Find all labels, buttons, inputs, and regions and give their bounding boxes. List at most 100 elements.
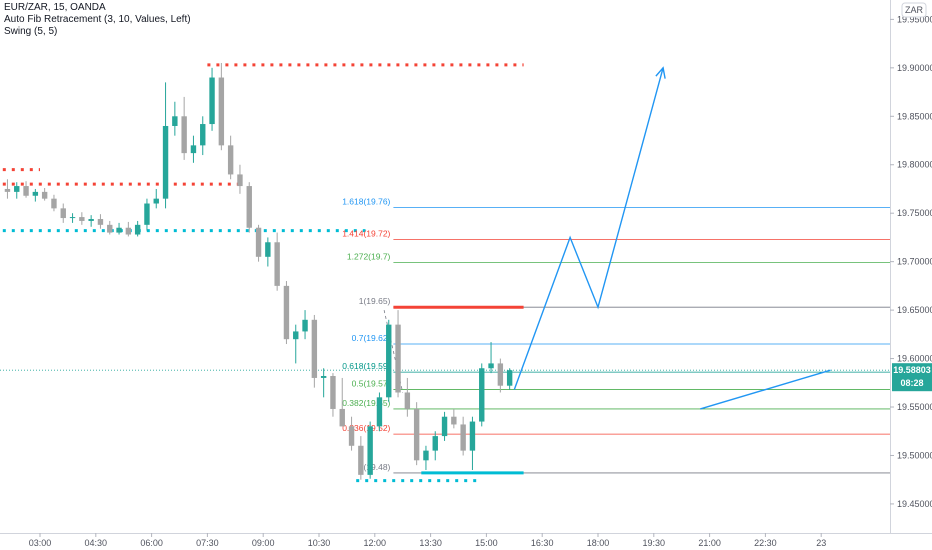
currency-badge-box <box>901 2 927 18</box>
candle-body[interactable] <box>153 198 159 204</box>
candle-body[interactable] <box>181 116 187 154</box>
candle-body[interactable] <box>413 408 420 461</box>
candle-body[interactable] <box>320 376 327 378</box>
fib-level-label: 1(19.65) <box>359 296 391 306</box>
candle-body[interactable] <box>265 242 271 257</box>
candle-body[interactable] <box>255 227 262 257</box>
candle-body[interactable] <box>302 319 308 332</box>
x-tick-label: 16:30 <box>531 538 554 548</box>
x-tick-label: 03:00 <box>29 538 52 548</box>
candle-body[interactable] <box>376 397 383 427</box>
candle-body[interactable] <box>41 191 48 199</box>
candle-body[interactable] <box>237 174 243 187</box>
candle-body[interactable] <box>79 217 85 221</box>
x-tick-label: 22:30 <box>754 538 777 548</box>
x-tick-label: 10:30 <box>308 538 331 548</box>
candle-body[interactable] <box>339 408 345 427</box>
candle-body[interactable] <box>311 319 318 378</box>
x-tick-label: 15:00 <box>475 538 498 548</box>
candle-body[interactable] <box>60 208 66 219</box>
candle-body[interactable] <box>506 370 513 386</box>
y-tick-label: 19.85000 <box>897 111 932 121</box>
candle-body[interactable] <box>460 424 466 451</box>
y-tick-label: 19.65000 <box>897 305 932 315</box>
x-tick-label: 18:00 <box>587 538 610 548</box>
candle-body[interactable] <box>107 224 113 233</box>
symbol-label[interactable]: EUR/ZAR, 15, OANDA <box>4 2 106 13</box>
fib-level-label: 0.236(19.52) <box>342 423 390 433</box>
candle-body[interactable] <box>51 198 57 209</box>
fib-level-label: 0.382(19.55) <box>342 398 390 408</box>
candle-body[interactable] <box>125 227 132 235</box>
last-price-badge-box <box>892 363 932 392</box>
candle-body[interactable] <box>218 77 225 146</box>
fib-level-label: 0.7(19.62) <box>352 333 391 343</box>
y-tick-label: 19.90000 <box>897 63 932 73</box>
y-tick-label: 19.80000 <box>897 160 932 170</box>
candle-body[interactable] <box>4 188 11 192</box>
indicator-fib-label[interactable]: Auto Fib Retracement (3, 10, Values, Lef… <box>4 14 191 25</box>
last-price-value: 19.58803 <box>893 365 931 375</box>
projection-trend-line[interactable] <box>700 369 831 410</box>
y-tick-label: 19.95000 <box>897 14 932 24</box>
candle-body[interactable] <box>274 242 280 286</box>
chart-legend: EUR/ZAR, 15, OANDA Auto Fib Retracement … <box>4 2 191 38</box>
candle-body[interactable] <box>386 324 392 398</box>
candle-body[interactable] <box>190 145 197 154</box>
y-tick-label: 19.50000 <box>897 450 932 460</box>
candle-body[interactable] <box>488 363 494 369</box>
currency-badge[interactable]: ZAR <box>901 2 927 18</box>
x-tick-label: 19:30 <box>643 538 666 548</box>
x-tick-label: 09:00 <box>252 538 275 548</box>
candle-body[interactable] <box>423 450 429 461</box>
y-tick-label: 19.75000 <box>897 208 932 218</box>
candle-body[interactable] <box>293 331 299 340</box>
fib-connector-line <box>383 310 404 393</box>
candle-body[interactable] <box>348 426 355 446</box>
bar-countdown: 08:28 <box>900 378 923 388</box>
candle-body[interactable] <box>367 426 373 475</box>
currency-badge-label: ZAR <box>905 5 924 15</box>
candle-body[interactable] <box>14 186 20 192</box>
y-tick-label: 19.55000 <box>897 402 932 412</box>
candle-body[interactable] <box>330 376 336 409</box>
fib-level-label: 0(19.48) <box>359 462 391 472</box>
y-tick-label: 19.45000 <box>897 499 932 509</box>
candle-body[interactable] <box>97 219 104 225</box>
candle-body[interactable] <box>144 203 150 225</box>
x-tick-label: 13:30 <box>419 538 442 548</box>
candle-body[interactable] <box>441 416 448 437</box>
candle-body[interactable] <box>162 125 169 199</box>
candle-body[interactable] <box>469 421 476 451</box>
candle-body[interactable] <box>23 186 29 196</box>
candle-body[interactable] <box>134 224 141 235</box>
candle-body[interactable] <box>200 124 206 146</box>
candle-body[interactable] <box>404 392 411 409</box>
y-tick-label: 19.60000 <box>897 354 932 364</box>
candle-body[interactable] <box>432 436 438 451</box>
candle-body[interactable] <box>172 116 178 126</box>
projection-arrowhead <box>655 66 666 79</box>
candle-body[interactable] <box>451 416 457 425</box>
candle-body[interactable] <box>88 219 94 221</box>
candle-body[interactable] <box>246 186 252 228</box>
fib-level-label: 0.618(19.59) <box>342 361 390 371</box>
fib-level-label: 1.618(19.76) <box>342 196 390 206</box>
candle-body[interactable] <box>497 363 504 386</box>
projection-path[interactable] <box>513 67 664 390</box>
candle-body[interactable] <box>116 227 122 233</box>
candle-body[interactable] <box>32 191 39 196</box>
candle-body[interactable] <box>395 324 401 393</box>
candle-body[interactable] <box>283 285 290 340</box>
price-axis[interactable] <box>890 0 932 550</box>
candle-body[interactable] <box>227 145 234 175</box>
fib-level-label: 0.5(19.57) <box>352 379 391 389</box>
candle-body[interactable] <box>358 445 364 475</box>
candle-body[interactable] <box>209 77 215 125</box>
indicator-swing-label[interactable]: Swing (5, 5) <box>4 26 58 37</box>
candle-body[interactable] <box>479 368 485 422</box>
x-tick-label: 07:30 <box>196 538 219 548</box>
candle-body[interactable] <box>69 217 76 219</box>
